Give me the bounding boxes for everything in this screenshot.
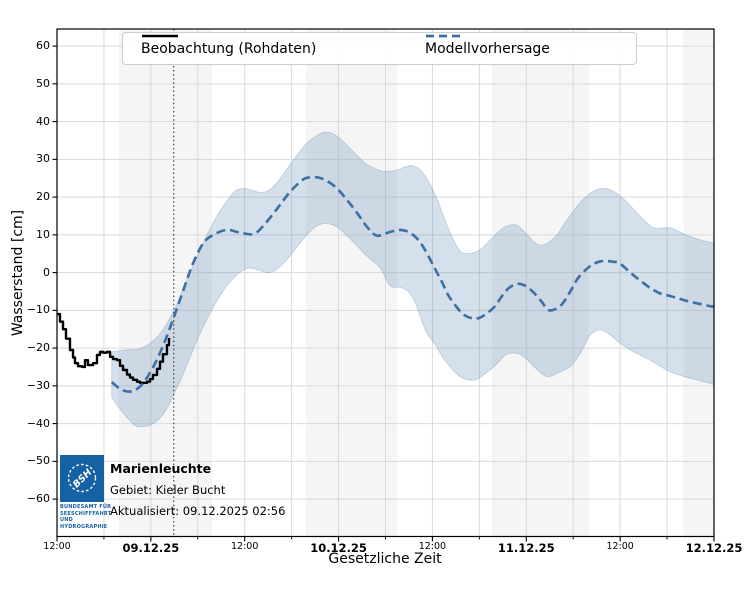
- y-tick-label: 10: [36, 227, 50, 241]
- legend-item-modellvorhersage: Modellvorhersage: [425, 33, 550, 64]
- y-tick-label: −60: [26, 492, 50, 506]
- bsh-org-name-line: SEESCHIFFFAHRT: [60, 510, 112, 517]
- night-shading-band: [683, 29, 714, 537]
- legend-label-modellvorhersage: Modellvorhersage: [425, 40, 550, 57]
- y-tick-label: −30: [26, 378, 50, 392]
- x-tick-label: 12:00: [418, 541, 447, 552]
- y-tick-label: 60: [36, 39, 50, 53]
- legend-solid-line-icon: [142, 34, 178, 38]
- station-info: Marienleuchte Gebiet: Kieler Bucht Aktua…: [110, 461, 285, 518]
- bsh-org-name-line: BUNDESAMT FÜR: [60, 504, 112, 510]
- bsh-org-name: BUNDESAMT FÜR SEESCHIFFFAHRT UND HYDROGRAPH…: [60, 504, 120, 530]
- observation-line: [57, 312, 171, 385]
- y-tick-label: 0: [43, 265, 50, 279]
- x-tick-label: 09.12.25: [122, 541, 180, 555]
- y-tick-label: 30: [36, 152, 50, 166]
- model-forecast-line: [110, 175, 715, 393]
- night-shading-band: [305, 29, 398, 537]
- x-tick-label: 12:00: [606, 541, 634, 552]
- y-tick-label: 50: [36, 76, 50, 90]
- station-name: Marienleuchte: [110, 461, 212, 476]
- bsh-logo: BSH: [60, 455, 104, 502]
- y-tick-label: −50: [26, 454, 50, 468]
- legend-item-beobachtung: Beobachtung (Rohdaten): [141, 33, 316, 64]
- y-tick-label: −20: [26, 341, 50, 355]
- y-tick-label: 20: [36, 190, 50, 204]
- x-tick-label: 12:00: [43, 541, 71, 552]
- y-tick-label: −10: [26, 303, 50, 317]
- bsh-org-name-line: UND: [60, 517, 73, 523]
- legend: Beobachtung (Rohdaten) Modellvorhersage: [122, 32, 637, 65]
- x-tick-label: 12:00: [231, 541, 259, 552]
- x-axis-title: Gesetzliche Zeit: [328, 551, 442, 567]
- y-tick-label: 40: [36, 114, 50, 128]
- uncertainty-band: [111, 131, 715, 428]
- night-shading-band: [491, 29, 589, 537]
- x-tick-label: 12.12.25: [685, 541, 743, 555]
- bsh-org-name-line: HYDROGRAPHIE: [60, 523, 108, 530]
- legend-dashed-line-icon: [426, 34, 462, 38]
- y-axis-title: Wasserstand [cm]: [10, 209, 26, 337]
- station-updated: Aktualisiert: 09.12.2025 02:56: [110, 504, 286, 518]
- night-shading-band: [118, 29, 212, 537]
- legend-label-beobachtung: Beobachtung (Rohdaten): [141, 40, 317, 57]
- y-tick-label: −40: [26, 416, 50, 430]
- station-area: Gebiet: Kieler Bucht: [110, 483, 226, 497]
- x-tick-label: 10.12.25: [310, 541, 367, 555]
- x-tick-label: 11.12.25: [497, 541, 555, 555]
